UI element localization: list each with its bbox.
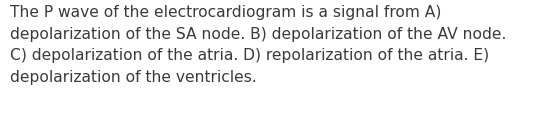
Text: The P wave of the electrocardiogram is a signal from A)
depolarization of the SA: The P wave of the electrocardiogram is a… bbox=[10, 5, 507, 85]
